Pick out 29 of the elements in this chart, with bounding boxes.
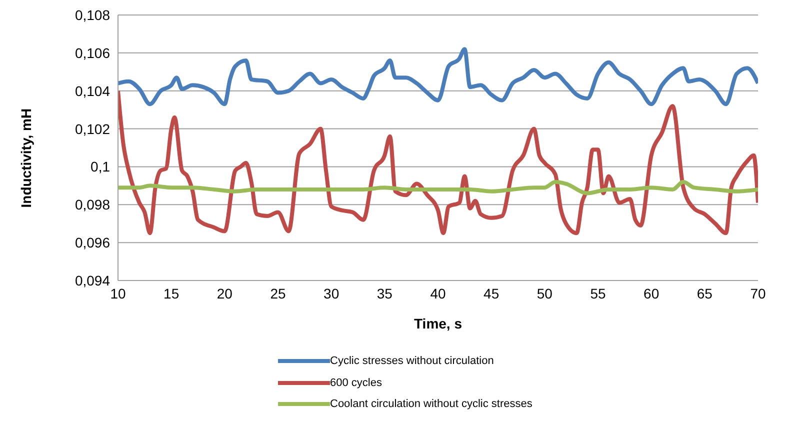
line-series xyxy=(118,88,758,236)
legend-label: Cyclic stresses without circulation xyxy=(330,355,494,368)
x-tick-label: 60 xyxy=(644,285,660,302)
y-tick-label: 0,104 xyxy=(74,82,110,99)
line-series xyxy=(118,47,758,106)
x-tick-label: 10 xyxy=(110,285,126,302)
y-tick-label: 0,1 xyxy=(90,158,110,175)
x-tick-label: 55 xyxy=(590,285,606,302)
x-tick-label: 70 xyxy=(750,285,766,302)
legend-label: Coolant circulation without cyclic stresses xyxy=(330,398,532,410)
x-tick-label: 25 xyxy=(270,285,286,302)
x-tick-label: 20 xyxy=(216,285,233,302)
y-tick-label: 0,108 xyxy=(74,6,110,23)
x-tick-label: 30 xyxy=(324,285,340,302)
y-tick-label: 0,102 xyxy=(74,120,110,137)
y-tick-label: 0,098 xyxy=(74,196,110,213)
x-tick-label: 45 xyxy=(484,285,500,302)
line-series xyxy=(118,180,758,196)
y-tick-label: 0,106 xyxy=(74,44,110,61)
x-axis-title: Time, s xyxy=(414,315,462,332)
x-tick-label: 65 xyxy=(696,285,713,302)
legend-label: 600 cycles xyxy=(330,376,382,389)
x-tick-label: 35 xyxy=(376,285,393,302)
y-axis-title: Inductivity, mH xyxy=(18,108,34,208)
y-tick-label: 0,094 xyxy=(74,272,110,288)
y-tick-label: 0,096 xyxy=(74,234,110,251)
x-tick-label: 15 xyxy=(164,285,180,302)
x-tick-label: 50 xyxy=(536,285,553,302)
x-tick-label: 40 xyxy=(430,285,446,302)
